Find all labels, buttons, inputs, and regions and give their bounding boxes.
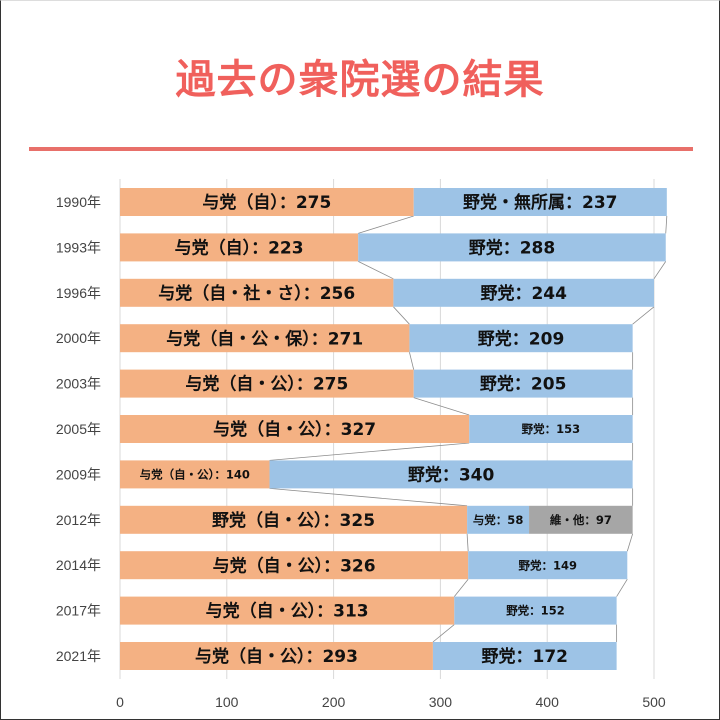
bar-data-label: 野党：288 bbox=[469, 238, 556, 259]
bar-segment-opposition bbox=[269, 460, 633, 489]
bar-segment-opposition bbox=[468, 551, 628, 580]
bar-segment-ruling bbox=[120, 596, 455, 625]
y-category-label: 1993年 bbox=[56, 239, 101, 255]
bar-data-label: 与党（自・公・保）：271 bbox=[166, 328, 363, 349]
bar-data-label: 与党（自・公）：327 bbox=[213, 419, 376, 440]
y-category-label: 2021年 bbox=[56, 648, 101, 664]
y-category-label: 2014年 bbox=[56, 557, 101, 573]
y-category-label: 1990年 bbox=[56, 194, 101, 210]
connector-line bbox=[653, 261, 667, 280]
bar-segment-opposition bbox=[409, 324, 633, 353]
bar-segment-opposition bbox=[454, 596, 617, 625]
bar-data-label: 野党（自・公）：325 bbox=[212, 510, 375, 531]
bar-segment-opposition bbox=[393, 278, 654, 307]
connector-line bbox=[616, 578, 628, 597]
connector-line bbox=[269, 442, 470, 461]
x-tick-label: 200 bbox=[322, 694, 346, 710]
bar-segment-ruling bbox=[120, 460, 270, 489]
connector-line bbox=[269, 488, 468, 507]
bar-segment-ruling bbox=[120, 278, 394, 307]
connector-line bbox=[466, 533, 469, 552]
connector-line bbox=[665, 215, 668, 234]
bar-segment-ruling bbox=[120, 369, 414, 398]
connector-line bbox=[413, 397, 470, 416]
bar-segment-opposition bbox=[469, 415, 633, 443]
bar-segment-opposition bbox=[413, 369, 633, 398]
bar-data-label: 野党・無所属：237 bbox=[463, 192, 618, 213]
y-category-label: 2005年 bbox=[56, 421, 101, 437]
y-category-label: 2012年 bbox=[56, 512, 101, 528]
bar-data-label: 野党：172 bbox=[482, 646, 569, 667]
y-category-label: 2009年 bbox=[56, 466, 101, 482]
bar-data-label: 野党：153 bbox=[522, 422, 581, 436]
bar-data-label: 与党（自）：275 bbox=[202, 192, 331, 213]
bar-data-label: 与党（自・公）：326 bbox=[213, 555, 376, 576]
bar-data-label: 与党（自・公）：313 bbox=[206, 601, 369, 622]
bar-data-label: 野党：149 bbox=[518, 558, 577, 572]
y-category-label: 2003年 bbox=[56, 376, 101, 392]
bar-segment-ruling bbox=[120, 415, 470, 443]
chart-title: 過去の衆院選の結果 bbox=[175, 57, 545, 103]
connector-line bbox=[409, 352, 415, 370]
bar-segment-ruling bbox=[120, 642, 433, 670]
title-divider bbox=[29, 147, 693, 151]
bar-segment-opposition bbox=[358, 233, 666, 262]
y-category-label: 2000年 bbox=[56, 330, 101, 346]
bar-segment-opposition bbox=[413, 188, 667, 216]
bar-data-label: 与党（自・公）：293 bbox=[195, 646, 358, 667]
bar-data-label: 野党：244 bbox=[480, 283, 567, 304]
connector-line bbox=[357, 261, 394, 280]
connector-line bbox=[632, 306, 655, 325]
bar-segment-ruling bbox=[120, 233, 359, 262]
x-tick-label: 300 bbox=[429, 694, 453, 710]
bar-data-label: 野党：152 bbox=[506, 604, 565, 618]
y-category-label: 1996年 bbox=[56, 285, 101, 301]
bar-data-label: 与党（自）：223 bbox=[175, 238, 304, 259]
bar-segment-ruling bbox=[120, 324, 410, 353]
bar-data-label: 与党（自・社・さ）：256 bbox=[158, 283, 355, 304]
bar-data-label: 野党：209 bbox=[478, 328, 565, 349]
connector-line bbox=[393, 306, 410, 325]
x-tick-label: 400 bbox=[536, 694, 560, 710]
bar-segment-opposition bbox=[467, 505, 530, 534]
bar-segment-ruling bbox=[120, 505, 468, 534]
bar-data-label: 与党：58 bbox=[473, 513, 524, 527]
bar-data-label: 野党：340 bbox=[408, 465, 495, 486]
connector-line bbox=[358, 215, 414, 234]
bar-data-label: 維・他：97 bbox=[550, 513, 612, 527]
x-tick-label: 100 bbox=[215, 694, 239, 710]
bar-data-label: 野党：205 bbox=[480, 374, 567, 395]
x-tick-label: 500 bbox=[642, 694, 666, 710]
bar-segment-ruling bbox=[120, 551, 469, 580]
bar-segment-other bbox=[529, 505, 633, 534]
bar-data-label: 与党（自・公）：140 bbox=[140, 468, 250, 482]
connector-line bbox=[626, 533, 634, 552]
connector-line bbox=[453, 578, 469, 597]
connector-line bbox=[432, 624, 455, 643]
bar-data-label: 与党（自・公）：275 bbox=[185, 374, 348, 395]
y-category-label: 2017年 bbox=[56, 603, 101, 619]
bar-segment-opposition bbox=[432, 642, 617, 670]
bar-segment-ruling bbox=[120, 188, 414, 216]
x-tick-label: 0 bbox=[116, 694, 124, 710]
